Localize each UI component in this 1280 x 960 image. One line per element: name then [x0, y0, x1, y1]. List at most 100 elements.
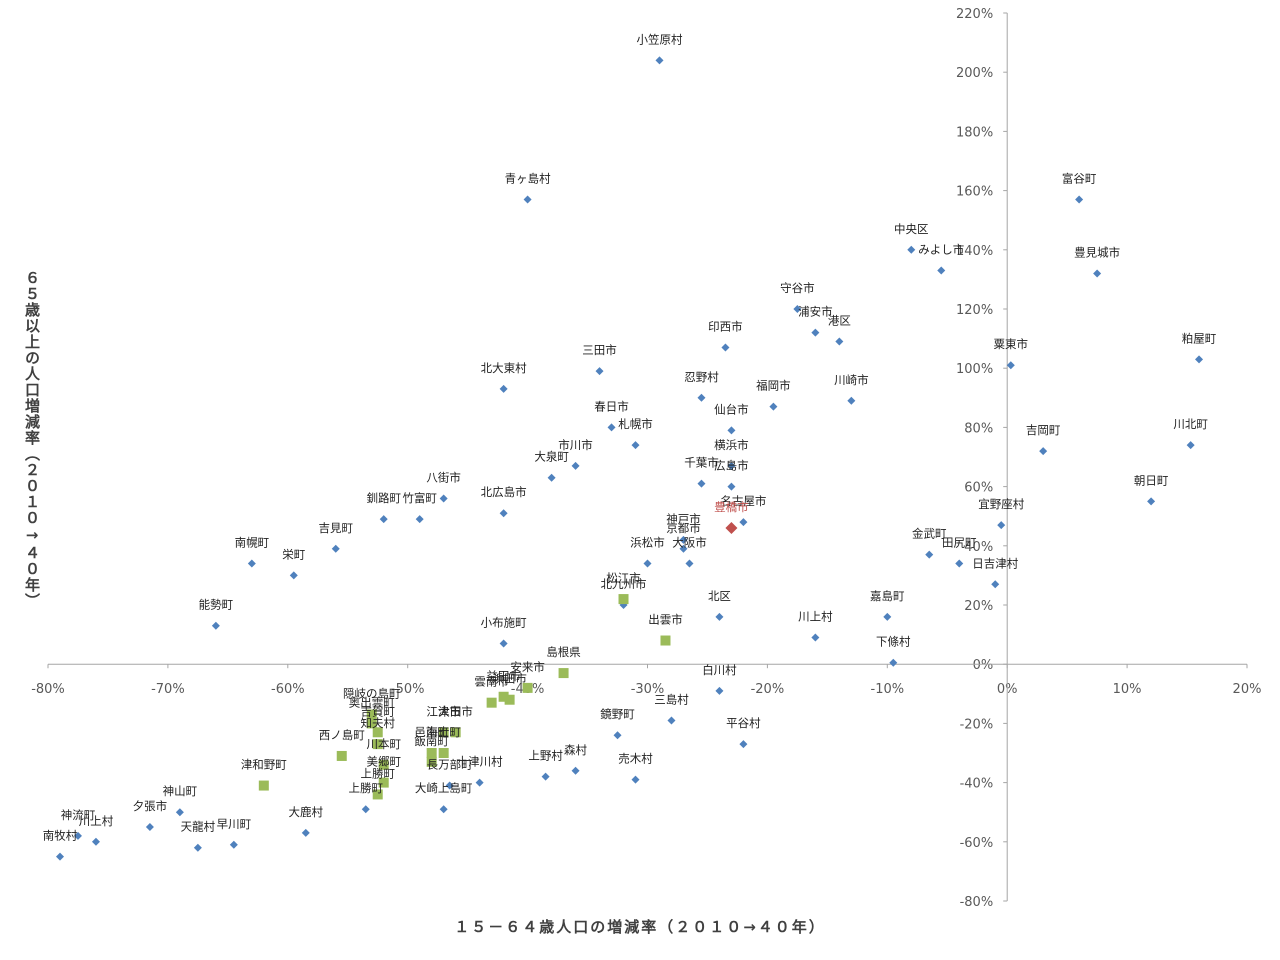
data-point-label: 川上村 — [79, 814, 114, 828]
y-tick-label: 0% — [973, 658, 994, 673]
data-point-diamond — [211, 621, 220, 630]
data-point-label: 飯南町 — [414, 734, 449, 748]
data-point-label: 鏡野町 — [600, 707, 635, 721]
data-point-label: 川崎市 — [834, 373, 869, 387]
data-point-diamond — [997, 521, 1006, 530]
data-point-square — [336, 750, 347, 761]
data-point-diamond — [679, 535, 688, 544]
y-tick-label: 20% — [964, 599, 993, 614]
data-point-diamond — [229, 840, 238, 849]
y-tick-label: -20% — [960, 717, 994, 732]
y-tick-label: 220% — [956, 7, 993, 22]
data-point-label: みよし市 — [918, 243, 964, 257]
data-point-label: 大鹿村 — [289, 805, 324, 819]
data-point-diamond — [847, 396, 856, 405]
data-point-label: 田尻町 — [942, 536, 977, 550]
data-point-label: 浜田市 — [492, 672, 527, 686]
data-point-square — [426, 748, 437, 758]
data-point-diamond — [331, 544, 340, 553]
data-point-square — [486, 697, 497, 708]
data-point-diamond — [361, 805, 370, 814]
data-point-diamond — [439, 494, 448, 503]
x-tick-label: -10% — [871, 682, 905, 697]
data-point-diamond — [445, 781, 454, 790]
data-point-label: 早川町 — [217, 817, 252, 831]
data-point-label: 福岡市 — [756, 379, 791, 393]
data-point-diamond — [715, 612, 724, 621]
data-point-square — [372, 727, 383, 738]
data-point-label: 天龍村 — [181, 820, 216, 834]
data-point-label: 江津市 — [426, 704, 461, 718]
data-point-label: 益田市 — [486, 669, 521, 683]
x-tick-label: -50% — [391, 682, 425, 697]
y-tick-label: 120% — [956, 303, 993, 318]
data-point-label: 海士町 — [426, 725, 461, 739]
y-tick-labels: 220% 200% 180% 160% 140% 120% 100% 80% 60% 40% 20%… — [956, 7, 1008, 910]
data-point-label: 八街市 — [426, 470, 461, 484]
data-point-square — [438, 727, 449, 738]
data-point-square — [498, 691, 509, 702]
data-point-label: 津和野町 — [241, 758, 287, 772]
data-point-diamond — [523, 195, 532, 204]
data-point-diamond — [679, 544, 688, 553]
data-point-diamond — [811, 328, 820, 337]
data-point-diamond — [145, 823, 154, 831]
x-tick-label: -30% — [631, 682, 665, 697]
data-point-label: 川北町 — [1173, 417, 1208, 431]
x-tick-label: -70% — [151, 682, 185, 697]
data-point-label: 三田市 — [582, 343, 617, 357]
data-point-diamond — [715, 686, 724, 695]
data-point-diamond — [793, 305, 802, 313]
data-point-diamond — [697, 479, 706, 488]
x-tick-label: -20% — [751, 682, 785, 697]
y-tick-label: 200% — [956, 66, 993, 81]
data-point-label: 下條村 — [876, 635, 911, 649]
data-point-diamond — [721, 343, 730, 352]
y-tick-label: -60% — [960, 836, 994, 851]
data-point-diamond — [1186, 441, 1195, 450]
data-point-label: 大崎上島町 — [415, 781, 473, 795]
data-point-diamond — [499, 509, 508, 518]
data-point-square — [522, 682, 533, 693]
data-point-diamond — [499, 639, 508, 648]
data-point-diamond — [643, 559, 652, 568]
data-point-diamond — [475, 778, 484, 787]
data-point-diamond — [725, 522, 738, 535]
data-point-label: 北大東村 — [481, 361, 527, 375]
data-point-label: 豊見城市 — [1074, 245, 1120, 259]
data-point-diamond — [439, 805, 448, 814]
data-point-square — [372, 739, 383, 750]
data-point-label: 印西市 — [708, 319, 743, 333]
data-point-label: 美郷町 — [366, 755, 401, 769]
data-point-label: 北広島市 — [481, 485, 527, 499]
data-point-diamond — [925, 550, 934, 559]
data-point-square — [372, 789, 383, 800]
data-point-label: 日吉津村 — [972, 556, 1018, 570]
data-point-diamond — [1006, 361, 1015, 370]
y-tick-label: 160% — [956, 185, 993, 200]
data-point-label: 神流町 — [61, 808, 96, 822]
data-point-label: 雲南市 — [474, 675, 509, 689]
data-point-diamond — [415, 515, 424, 524]
data-point-label: 隠岐の島町 — [343, 687, 401, 701]
data-point-square — [426, 756, 437, 767]
data-point-label: 北区 — [708, 589, 731, 603]
data-point-diamond — [685, 559, 694, 568]
data-point-diamond — [883, 612, 892, 621]
data-point-label: 南幌町 — [235, 536, 270, 550]
data-point-diamond — [889, 658, 898, 667]
data-point-label: 小布施町 — [481, 615, 527, 629]
data-point-label: 広島市 — [714, 459, 749, 473]
data-point-diamond — [1039, 447, 1048, 456]
data-point-label: 出雲市 — [648, 613, 683, 627]
x-tick-label: -60% — [271, 682, 305, 697]
data-point-label: 南牧村 — [43, 829, 78, 843]
data-point-label: 忍野村 — [684, 370, 719, 384]
data-point-label: 守谷市 — [780, 281, 815, 295]
data-point-label: 西ノ島町 — [319, 728, 365, 742]
data-point-diamond — [739, 740, 748, 749]
data-point-diamond — [607, 423, 616, 432]
data-point-label: 売木村 — [618, 752, 653, 766]
data-point-label: 横浜市 — [714, 438, 749, 452]
